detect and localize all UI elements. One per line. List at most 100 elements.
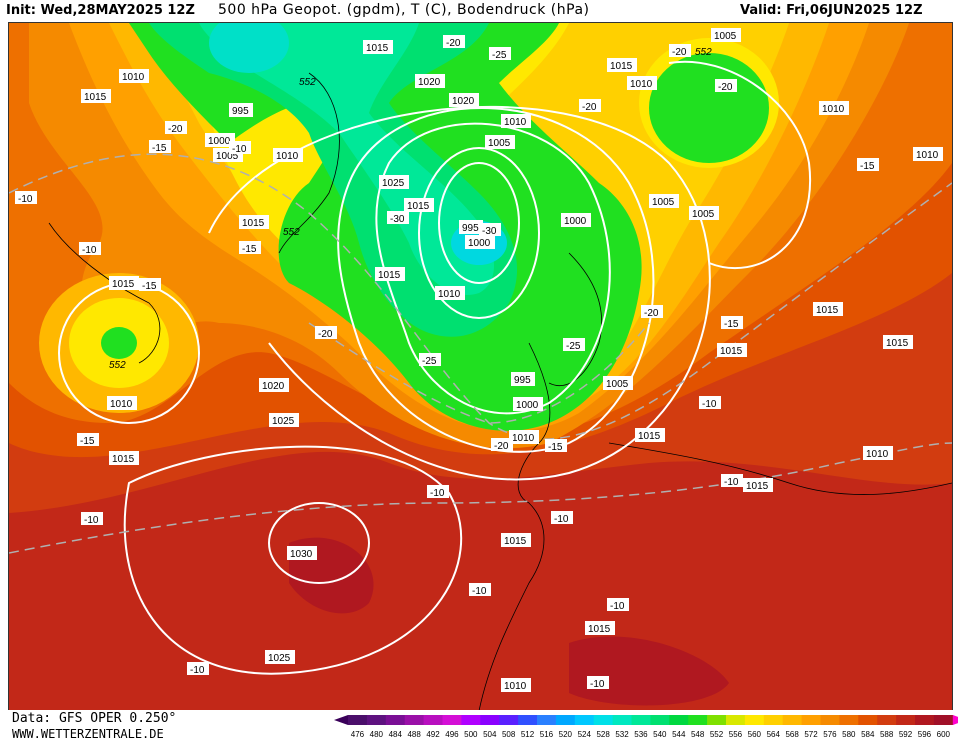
isobar-1005-east	[668, 60, 812, 269]
svg-text:1010: 1010	[916, 150, 939, 161]
fill-band-552-west	[101, 327, 137, 359]
svg-text:995: 995	[462, 223, 479, 234]
temperature-label: -10	[15, 191, 37, 205]
pressure-label: 1015	[813, 302, 843, 316]
legend-tick-label: 476	[351, 730, 365, 739]
svg-text:1025: 1025	[382, 178, 405, 189]
legend-tick-label: 484	[389, 730, 403, 739]
pressure-label: 1015	[363, 40, 393, 54]
svg-text:1005: 1005	[652, 197, 675, 208]
pressure-label: 1015	[635, 428, 665, 442]
svg-text:1010: 1010	[504, 117, 527, 128]
legend-tick-label: 508	[502, 730, 516, 739]
legend-swatch	[366, 715, 387, 725]
svg-text:-10: -10	[84, 515, 99, 526]
pressure-label: 1020	[415, 74, 445, 88]
isobar-1025	[123, 445, 463, 675]
pressure-label: 1010	[435, 286, 465, 300]
svg-text:1010: 1010	[504, 681, 527, 692]
pressure-label: 1010	[913, 147, 943, 161]
legend-arrow-low	[334, 715, 348, 725]
svg-text:-25: -25	[492, 50, 507, 61]
temperature-label: -25	[489, 47, 511, 61]
svg-text:1005: 1005	[692, 209, 715, 220]
svg-text:1010: 1010	[110, 399, 133, 410]
geopot-label: 552	[283, 227, 300, 238]
weather-map: 1010 1015 1015 995 1000 1005 1010 1020 1…	[8, 22, 953, 712]
pressure-label: 1025	[265, 650, 295, 664]
temperature-label: -20	[165, 121, 187, 135]
svg-text:-10: -10	[554, 514, 569, 525]
svg-text:-10: -10	[190, 665, 205, 676]
temperature-label: -15	[721, 316, 743, 330]
legend-swatch	[593, 715, 614, 725]
legend-tick-label: 520	[559, 730, 573, 739]
legend-swatch	[404, 715, 425, 725]
pressure-label: 1010	[273, 148, 303, 162]
temperature-label: -10	[469, 583, 491, 597]
temperature-label: -10	[427, 485, 449, 499]
geopot-label: 552	[109, 360, 126, 371]
legend-swatch	[555, 715, 576, 725]
svg-text:-15: -15	[724, 319, 739, 330]
svg-text:1015: 1015	[588, 624, 611, 635]
pressure-label: 1010	[107, 396, 137, 410]
temperature-label: -10	[699, 396, 721, 410]
pressure-label: 1015	[607, 58, 637, 72]
legend-swatch	[877, 715, 897, 725]
fill-band-544	[199, 23, 494, 295]
temperature-label: -10	[607, 598, 629, 612]
legend-tick-label: 532	[615, 730, 629, 739]
temperature-label: -20	[443, 35, 465, 49]
svg-text:-20: -20	[718, 82, 733, 93]
svg-text:-15: -15	[242, 244, 257, 255]
temperature-label: -30	[387, 211, 409, 225]
pressure-label: 1015	[404, 198, 434, 212]
pressure-label: 1030	[287, 546, 317, 560]
temperature-label: -15	[77, 433, 99, 447]
pressure-label: 1000	[205, 133, 235, 147]
svg-text:1015: 1015	[242, 218, 265, 229]
svg-text:1010: 1010	[438, 289, 461, 300]
svg-text:1005: 1005	[216, 151, 239, 162]
legend-swatch	[933, 715, 954, 725]
temperature-label: -20	[715, 79, 737, 93]
svg-text:1000: 1000	[468, 238, 491, 249]
pressure-label: 1005	[711, 28, 741, 42]
temperature-label: -10	[81, 512, 103, 526]
temperature-label: -15	[545, 439, 567, 453]
temperature-label: -25	[419, 353, 441, 367]
temperature-label: -20	[579, 99, 601, 113]
pressure-label: 1010	[501, 114, 531, 128]
svg-text:1010: 1010	[630, 79, 653, 90]
legend-tick-label: 504	[483, 730, 497, 739]
svg-text:995: 995	[232, 106, 249, 117]
legend-tick-label: 552	[710, 730, 724, 739]
legend-swatch	[801, 715, 821, 725]
svg-text:-20: -20	[672, 47, 687, 58]
svg-text:-10: -10	[82, 245, 97, 256]
svg-text:1015: 1015	[816, 305, 839, 316]
valid-time: Valid: Fri,06JUN2025 12Z	[740, 3, 923, 18]
coastline-newfoundland	[48, 222, 161, 364]
svg-text:1000: 1000	[516, 400, 539, 411]
temperature-label: -20	[315, 326, 337, 340]
coastline-europe-west	[478, 342, 551, 711]
legend-swatch	[763, 715, 784, 725]
svg-text:1015: 1015	[610, 61, 633, 72]
svg-text:1010: 1010	[512, 433, 535, 444]
svg-text:-20: -20	[494, 441, 509, 452]
legend-swatch	[442, 715, 462, 725]
coastline-scandinavia	[548, 252, 603, 386]
temperature-label: -10	[187, 662, 209, 676]
temperature-label: -10	[79, 242, 101, 256]
legend-tick-label: 516	[540, 730, 554, 739]
legend-swatch	[782, 715, 803, 725]
pressure-label: 1010	[819, 101, 849, 115]
legend-swatch	[669, 715, 689, 725]
svg-text:-10: -10	[472, 586, 487, 597]
svg-text:-25: -25	[422, 356, 437, 367]
svg-text:1015: 1015	[112, 279, 135, 290]
temperature-label: -15	[239, 241, 261, 255]
legend-swatch	[820, 715, 840, 725]
